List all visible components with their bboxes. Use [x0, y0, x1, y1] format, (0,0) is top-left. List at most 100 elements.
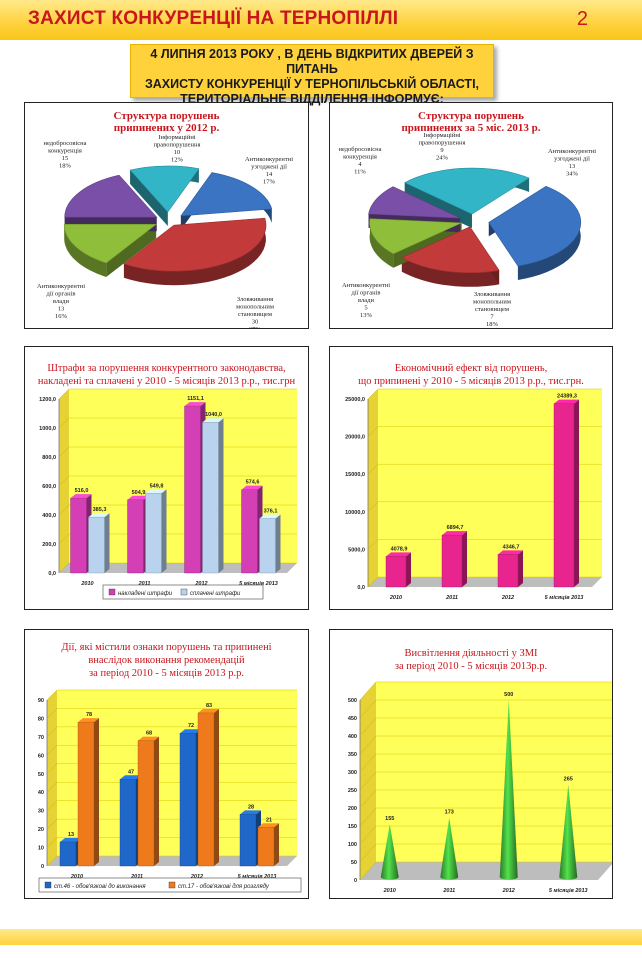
pie-label-text: Інформаційні — [158, 134, 195, 141]
chart-svg: Висвітлення діяльності у ЗМІ за період 20… — [348, 648, 612, 894]
data-label: 24389,3 — [557, 394, 577, 400]
bar-top — [145, 489, 167, 494]
data-label: 47 — [128, 769, 134, 775]
cone — [499, 700, 518, 880]
gridline-side — [359, 861, 377, 881]
gridline-side — [58, 446, 70, 458]
bar-top — [554, 399, 579, 404]
bar-1 — [202, 418, 224, 574]
bar-1 — [259, 514, 281, 574]
pie-label-text: конкуренція — [48, 148, 82, 155]
chart-title-line-1: Економічний ефект від порушень, — [395, 363, 548, 374]
bar — [259, 518, 276, 574]
pie-label-text: влади — [53, 298, 69, 305]
bar-side — [518, 550, 523, 587]
y-tick-label: 350 — [348, 752, 357, 758]
pie-label-text: Антиконкурентні — [245, 156, 293, 163]
x-tick-label: 5 місяців 2013 — [545, 595, 584, 601]
pie-slice-percent: 24% — [436, 155, 449, 162]
y-tick-label: 90 — [38, 698, 44, 704]
chart-left-wall — [47, 690, 57, 866]
data-label: 4078,9 — [391, 546, 408, 552]
data-label: 4346,7 — [503, 544, 520, 550]
bar-top — [498, 550, 523, 555]
gridline-side — [58, 475, 70, 487]
legend-label: накладені штрафи — [118, 591, 173, 597]
x-tick-label: 2012 — [190, 874, 203, 880]
pie-slice-value: 9 — [440, 147, 443, 154]
pie-label-text: правопорушення — [419, 140, 466, 147]
gridline-side — [46, 855, 58, 867]
bar — [239, 814, 257, 867]
y-tick-label: 0 — [354, 878, 357, 884]
cone — [380, 824, 399, 880]
pie-slice-side — [123, 218, 266, 286]
x-tick-label: 2012 — [502, 888, 515, 894]
cone — [559, 784, 578, 880]
gridline-side — [367, 388, 379, 400]
y-tick-label: 400,0 — [42, 513, 56, 519]
gridline-side — [359, 771, 377, 791]
chart-title-line-2: за період 2010 - 5 місяців 2013р.р. — [395, 661, 547, 672]
pie-label-text: Антиконкурентні — [37, 283, 85, 290]
bar-1 — [137, 736, 159, 867]
page-number: 2 — [576, 8, 588, 30]
bar — [119, 779, 137, 867]
pie-slice — [369, 218, 462, 255]
gridline-side — [367, 576, 379, 588]
pie-label-text: правопорушення — [154, 142, 201, 149]
pie-slice-edge — [106, 224, 157, 277]
bar-1 — [88, 513, 110, 574]
bar-side — [161, 489, 167, 573]
chart-floor — [59, 563, 297, 573]
chart-svg: Штрафи за порушення конкурентного законо… — [38, 363, 297, 600]
y-tick-label: 80 — [38, 716, 44, 722]
gridline-side — [46, 708, 58, 719]
bar — [441, 534, 463, 588]
y-tick-label: 500 — [348, 698, 357, 704]
pie-label-text: становищем — [475, 306, 509, 313]
bar-side — [274, 823, 279, 866]
pie-label-text: дії органів — [47, 291, 76, 298]
bar — [202, 421, 219, 574]
bar-top — [180, 729, 201, 734]
gridline-side — [46, 800, 58, 811]
cone-bar — [499, 700, 518, 880]
pie-label-text: Зловживання — [237, 296, 273, 303]
bar-0 — [553, 399, 579, 588]
bar-side — [104, 513, 110, 573]
pie-label-text: монопольним — [473, 299, 511, 306]
chart-title-line-1: Штрафи за порушення конкурентного законо… — [47, 363, 285, 374]
pie-label-text: узгоджені дії — [554, 156, 590, 163]
x-tick-label: 2011 — [138, 581, 151, 587]
x-tick-label: 2012 — [194, 581, 207, 587]
pie-slice-edge — [130, 170, 168, 227]
pie-slice — [64, 174, 158, 218]
banner-line-2: ЗАХИСТУ КОНКУРЕНЦІЇ У ТЕРНОПІЛЬСЬКІЙ ОБЛ… — [144, 77, 480, 91]
fines-chart-panel: Штрафи за порушення конкурентного законо… — [24, 346, 309, 610]
bar-top — [202, 418, 224, 423]
pie-slice-percent: 18% — [59, 163, 72, 170]
bar-top — [198, 708, 219, 713]
y-tick-label: 0 — [41, 864, 44, 870]
chart-floor — [47, 856, 297, 866]
announcement-banner: 4 ЛИПНЯ 2013 РОКУ , В ДЕНЬ ВІДКРИТИХ ДВЕ… — [130, 44, 494, 106]
data-label: 500 — [504, 692, 513, 698]
x-tick-label: 2011 — [445, 595, 458, 601]
pie-slice-value: 15 — [62, 155, 69, 162]
pie-slice-value: 30 — [252, 319, 259, 326]
bar — [553, 403, 575, 588]
bar — [127, 499, 144, 574]
pie-label-text: монопольним — [236, 304, 274, 311]
y-tick-label: 30 — [38, 809, 44, 815]
chart-title-line-2: накладені та сплачені у 2010 - 5 місяців… — [38, 376, 296, 387]
bar — [197, 712, 215, 867]
pie-label-text: недобросовісна — [338, 146, 381, 153]
gridline-side — [359, 735, 377, 755]
bar-side — [218, 418, 224, 573]
data-label: 549,8 — [150, 483, 164, 489]
